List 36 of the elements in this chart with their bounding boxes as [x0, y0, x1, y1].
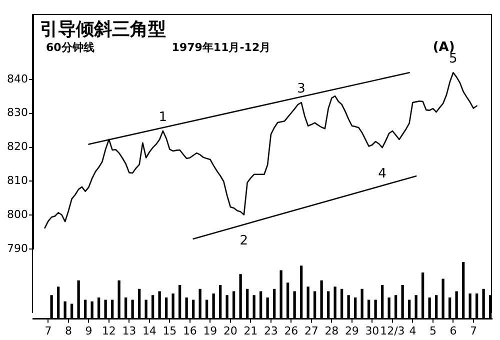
- text: 60分钟线: [46, 41, 94, 54]
- x-tick-label: 7: [470, 324, 477, 338]
- x-tick-label: 6: [450, 324, 457, 338]
- annotation: 1: [158, 110, 168, 125]
- x-tick-label: 9: [85, 324, 92, 338]
- x-tick-label: 26: [284, 324, 298, 338]
- y-tick-label: 790: [7, 242, 28, 255]
- x-tick-label: 12: [102, 324, 116, 338]
- x-tick-label: 14: [142, 324, 156, 338]
- x-tick-label: 23: [264, 324, 278, 338]
- x-tick-label: 19: [203, 324, 218, 338]
- y-tick-label: 840: [7, 72, 28, 86]
- x-tick-label: 27: [304, 324, 318, 338]
- y-tick-label: 800: [7, 208, 28, 221]
- chart-title: 引导倾斜三角型: [40, 19, 166, 40]
- annotation: 1979年11月-12月: [172, 41, 271, 54]
- x-tick-label: 20: [223, 324, 238, 338]
- x-tick-label: 4: [409, 324, 416, 338]
- x-tick-label: 5: [429, 324, 436, 338]
- x-tick-label: 13: [122, 324, 136, 338]
- x-tick-label: 28: [324, 324, 339, 338]
- annotation: 2: [240, 234, 248, 249]
- x-tick-label: 12/3: [380, 324, 405, 338]
- x-tick-label: 30: [365, 324, 380, 338]
- y-tick-label: 810: [7, 174, 28, 188]
- y-tick-label: 820: [7, 140, 28, 154]
- annotation: 4: [378, 166, 386, 182]
- x-tick-label: 21: [244, 324, 258, 338]
- x-tick-label: 8: [64, 324, 72, 338]
- y-tick-label: 830: [7, 106, 28, 120]
- annotation: 5: [449, 52, 458, 67]
- x-tick-label: 16: [182, 324, 197, 338]
- x-tick-label: 15: [162, 324, 177, 338]
- annotation: 3: [297, 81, 306, 96]
- x-tick-label: 7: [44, 324, 52, 338]
- x-tick-label: 29: [344, 324, 359, 338]
